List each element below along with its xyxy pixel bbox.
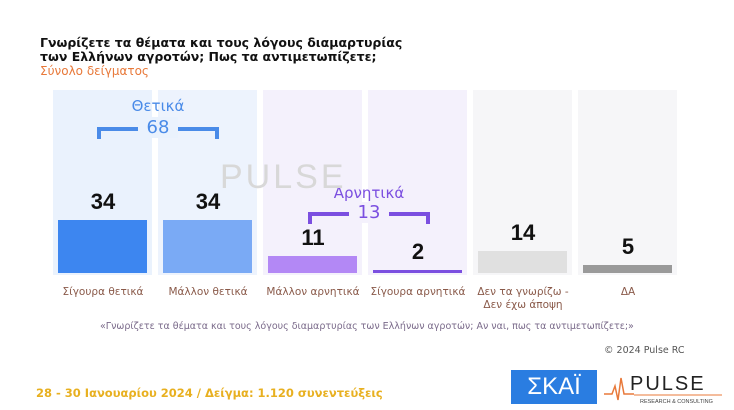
question-note: «Γνωρίζετε τα θέματα και τους λόγους δια… xyxy=(100,321,634,332)
column-background xyxy=(578,90,677,275)
value-label: 2 xyxy=(411,238,425,264)
bar xyxy=(478,251,567,273)
value-label: 14 xyxy=(510,220,536,246)
column-background xyxy=(473,90,572,275)
bar xyxy=(373,269,462,273)
column-background xyxy=(368,90,467,275)
skai-logo: ΣΚΑΪ xyxy=(511,370,597,404)
value-label: 34 xyxy=(195,189,221,215)
value-label: 11 xyxy=(301,224,325,250)
bar xyxy=(268,255,357,273)
bar xyxy=(58,220,147,273)
group-name: Θετικά xyxy=(131,97,185,115)
column-background xyxy=(263,90,362,275)
pulse-logo: PULSE RESEARCH & CONSULTING xyxy=(604,368,724,406)
category-label: Μάλλον θετικά xyxy=(168,286,248,298)
category-label: Μάλλον αρνητικά xyxy=(266,286,360,298)
group-total: 13 xyxy=(349,202,389,223)
group-total: 68 xyxy=(138,117,178,138)
copyright: © 2024 Pulse RC xyxy=(604,345,685,356)
chart-title: Γνωρίζετε τα θέματα και τους λόγους διαμ… xyxy=(40,35,403,64)
survey-footer: 28 - 30 Ιανουαρίου 2024 / Δείγμα: 1.120 … xyxy=(36,386,383,400)
value-label: 5 xyxy=(621,234,635,260)
watermark: PULSE xyxy=(220,158,347,196)
bar xyxy=(163,220,252,273)
group-name: Αρνητικά xyxy=(333,184,405,202)
bar xyxy=(583,265,672,273)
category-label: Σίγουρα θετικά xyxy=(62,286,144,298)
category-label: ΔΑ xyxy=(620,286,636,298)
value-label: 34 xyxy=(90,189,116,215)
category-label: Δεν τα γνωρίζω - Δεν έχω άποψη xyxy=(477,286,569,311)
svg-text:RESEARCH & CONSULTING: RESEARCH & CONSULTING xyxy=(640,399,713,405)
category-label: Σίγουρα αρνητικά xyxy=(370,286,466,298)
svg-text:PULSE: PULSE xyxy=(630,373,706,395)
chart-subtitle: Σύνολο δείγματος xyxy=(40,64,149,78)
